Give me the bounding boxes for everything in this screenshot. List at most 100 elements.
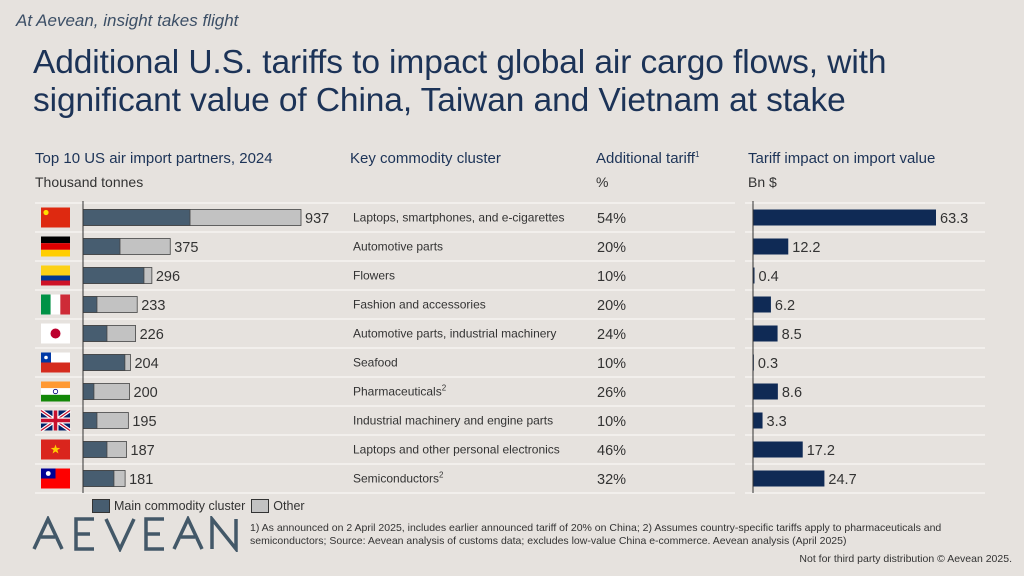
bar-main-cluster <box>82 383 95 400</box>
bar-impact <box>753 441 803 458</box>
flag-star <box>43 209 49 216</box>
volume-value-label: 187 <box>131 443 155 459</box>
tariff-value: 10% <box>597 356 626 372</box>
commodity-label: Automotive parts <box>353 240 443 254</box>
volume-value-label: 375 <box>174 240 198 256</box>
flag-stripe <box>41 275 70 281</box>
tariff-unit: % <box>596 174 609 190</box>
bar-impact <box>753 238 789 255</box>
tariff-footnote-ref: 1 <box>694 150 700 159</box>
impact-value-label: 6.2 <box>775 298 795 314</box>
commodity-label: Pharmaceuticals2 <box>353 384 447 399</box>
flag-stripe <box>41 352 70 363</box>
footnote: 1) As announced on 2 April 2025, include… <box>250 522 942 547</box>
bar-impact <box>753 383 778 400</box>
flag-japan-icon <box>41 323 70 344</box>
volume-value-label: 204 <box>134 356 158 372</box>
impact-value-label: 63.3 <box>940 211 968 227</box>
flag-uk-icon <box>40 409 71 432</box>
flag-taiwan-icon <box>41 468 70 489</box>
flag-colombia-icon <box>41 265 70 286</box>
logo-letter-e1 <box>74 517 94 551</box>
bar-main-cluster <box>82 412 98 429</box>
impact-value-label: 8.6 <box>782 385 802 401</box>
aevean-logo <box>32 516 238 552</box>
flag-stripe <box>41 243 70 250</box>
commodity-label: Laptops and other personal electronics <box>353 443 560 457</box>
flag-stripe <box>50 294 61 315</box>
flag-stripe <box>41 362 70 373</box>
bar-impact <box>753 412 763 429</box>
bar-main-cluster <box>82 209 191 226</box>
impact-value-label: 0.3 <box>758 356 778 372</box>
copyright: Not for third party distribution © Aevea… <box>799 553 1012 565</box>
commodity-label: Flowers <box>353 269 395 283</box>
legend-item-main: Main commodity cluster <box>92 499 245 513</box>
flag-cross-red <box>41 418 70 423</box>
tariff-value: 54% <box>597 211 626 227</box>
bar-main-cluster <box>82 267 145 284</box>
volume-value-label: 296 <box>156 269 180 285</box>
volume-value-label: 226 <box>140 327 164 343</box>
volume-value-label: 181 <box>129 472 153 488</box>
bar-impact <box>753 267 755 284</box>
logo-letter-n <box>210 516 238 552</box>
flag-italy-icon <box>41 294 70 315</box>
commodity-header: Key commodity cluster <box>350 150 501 167</box>
page-title: Additional U.S. tariffs to impact global… <box>33 44 887 119</box>
flag-stripe <box>41 381 70 389</box>
bar-main-cluster <box>82 325 108 342</box>
bar-main-cluster <box>82 470 115 487</box>
tariff-value: 32% <box>597 472 626 488</box>
flag-sun <box>50 328 61 339</box>
commodity-label: Laptops, smartphones, and e-cigarettes <box>353 211 564 225</box>
flag-star <box>44 355 48 360</box>
legend-swatch-other <box>251 499 270 513</box>
flag-stripe <box>41 280 70 286</box>
flag-germany-icon <box>41 236 70 257</box>
tariff-value: 20% <box>597 298 626 314</box>
bar-main-cluster <box>82 296 98 313</box>
logo-letter-v <box>104 518 136 552</box>
legend-swatch-main <box>92 499 110 513</box>
flag-vietnam-icon <box>41 439 70 460</box>
volume-value-label: 200 <box>134 385 158 401</box>
commodity-label: Semiconductors2 <box>353 471 444 486</box>
flag-stripe <box>41 249 70 257</box>
impact-unit: Bn $ <box>748 174 777 190</box>
flag-stripe <box>41 265 70 276</box>
footnote-ref: 2 <box>439 471 444 480</box>
flag-stripe <box>41 394 70 402</box>
tariff-header: Additional tariff1 <box>596 150 699 167</box>
tariff-value: 20% <box>597 240 626 256</box>
bar-main-cluster <box>82 441 108 458</box>
volume-value-label: 937 <box>305 211 329 227</box>
tariff-value: 10% <box>597 269 626 285</box>
impact-value-label: 24.7 <box>828 472 856 488</box>
legend: Main commodity cluster Other <box>92 499 311 513</box>
bar-impact <box>753 296 771 313</box>
tariff-value: 24% <box>597 327 626 343</box>
logo-letter-a2 <box>172 516 204 550</box>
bar-main-cluster <box>82 354 126 371</box>
bar-impact <box>753 470 825 487</box>
impact-value-label: 17.2 <box>807 443 835 459</box>
flag-stripe <box>41 388 70 395</box>
legend-label-main: Main commodity cluster <box>114 499 246 513</box>
flag-china-icon <box>41 207 70 228</box>
volume-value-label: 195 <box>132 414 156 430</box>
partners-unit: Thousand tonnes <box>35 174 144 190</box>
bar-main-cluster <box>82 238 121 255</box>
flag-stripe <box>60 294 70 315</box>
commodity-label: Industrial machinery and engine parts <box>353 414 553 428</box>
tariff-value: 10% <box>597 414 626 430</box>
logo-letter-a1 <box>32 516 64 550</box>
flag-chakra <box>52 388 59 395</box>
legend-item-other: Other <box>251 499 305 513</box>
flag-india-icon <box>41 381 70 402</box>
partners-header: Top 10 US air import partners, 2024 <box>35 150 273 167</box>
flag-star <box>50 444 61 454</box>
legend-label-other: Other <box>273 499 305 513</box>
flag-sun <box>45 471 51 476</box>
tagline: At Aevean, insight takes flight <box>16 11 239 30</box>
